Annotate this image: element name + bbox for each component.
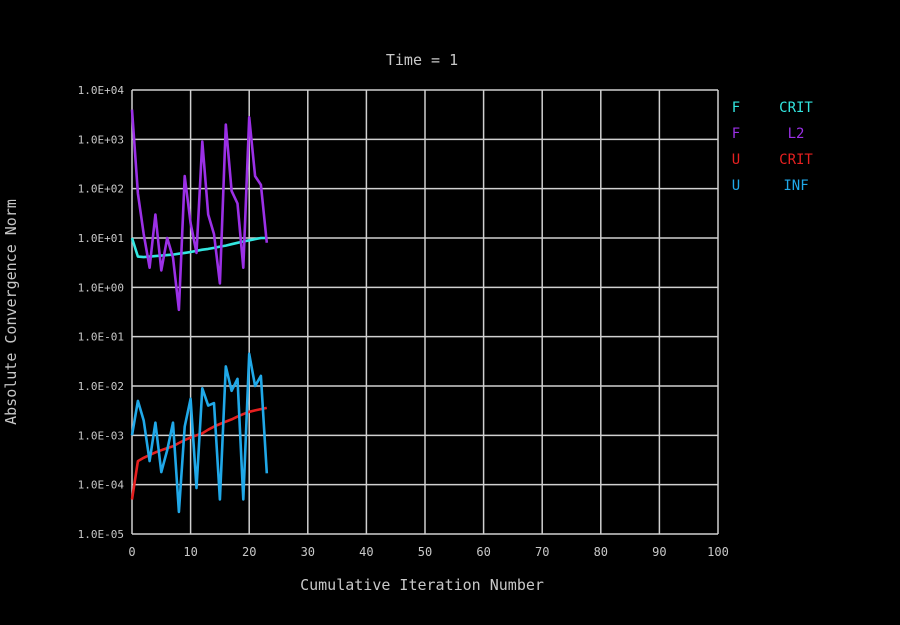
series-lines (130, 109, 269, 514)
y-tick-label: 1.0E+01 (78, 232, 124, 245)
legend: F CRIT F L2 U CRIT U INF (732, 100, 814, 194)
x-tick-label: 70 (535, 545, 549, 559)
y-axis-label: Absolute Convergence Norm (2, 199, 20, 425)
y-tick-label: 1.0E-02 (78, 380, 124, 393)
series-line-f-l2 (130, 109, 269, 312)
legend-entry-label: CRIT (779, 100, 813, 116)
x-tick-label: 60 (476, 545, 490, 559)
y-tick-labels: 1.0E-05 1.0E-04 1.0E-03 1.0E-02 1.0E-01 1.0E+… (78, 84, 125, 541)
legend-entry-label: INF (783, 178, 808, 194)
y-tick-label: 1.0E-01 (78, 331, 124, 344)
x-tick-label: 40 (359, 545, 373, 559)
legend-entry-label: L2 (788, 126, 805, 142)
x-tick-label: 10 (183, 545, 197, 559)
x-tick-label: 90 (652, 545, 666, 559)
chart-title: Time = 1 (386, 51, 458, 69)
y-tick-label: 1.0E+03 (78, 133, 124, 146)
x-tick-label: 80 (594, 545, 608, 559)
x-tick-label: 50 (418, 545, 432, 559)
x-tick-label: 100 (707, 545, 729, 559)
x-tick-label: 0 (128, 545, 135, 559)
x-tick-label: 20 (242, 545, 256, 559)
x-axis-label: Cumulative Iteration Number (300, 576, 544, 594)
x-tick-labels: 0 10 20 30 40 50 60 70 80 90 100 (128, 545, 728, 559)
y-tick-label: 1.0E+02 (78, 183, 124, 196)
y-tick-label: 1.0E-03 (78, 429, 124, 442)
series-line-u-inf (130, 352, 269, 514)
x-tick-label: 30 (301, 545, 315, 559)
legend-entry-letter: F (732, 100, 740, 116)
y-tick-label: 1.0E-05 (78, 528, 124, 541)
legend-entry-letter: U (732, 178, 740, 194)
plot-grid (131, 89, 719, 535)
legend-entry-letter: F (732, 126, 740, 142)
y-tick-label: 1.0E-04 (78, 479, 125, 492)
legend-entry-label: CRIT (779, 152, 813, 168)
legend-entry-letter: U (732, 152, 740, 168)
y-tick-label: 1.0E+04 (78, 84, 125, 97)
y-tick-label: 1.0E+00 (78, 281, 124, 294)
